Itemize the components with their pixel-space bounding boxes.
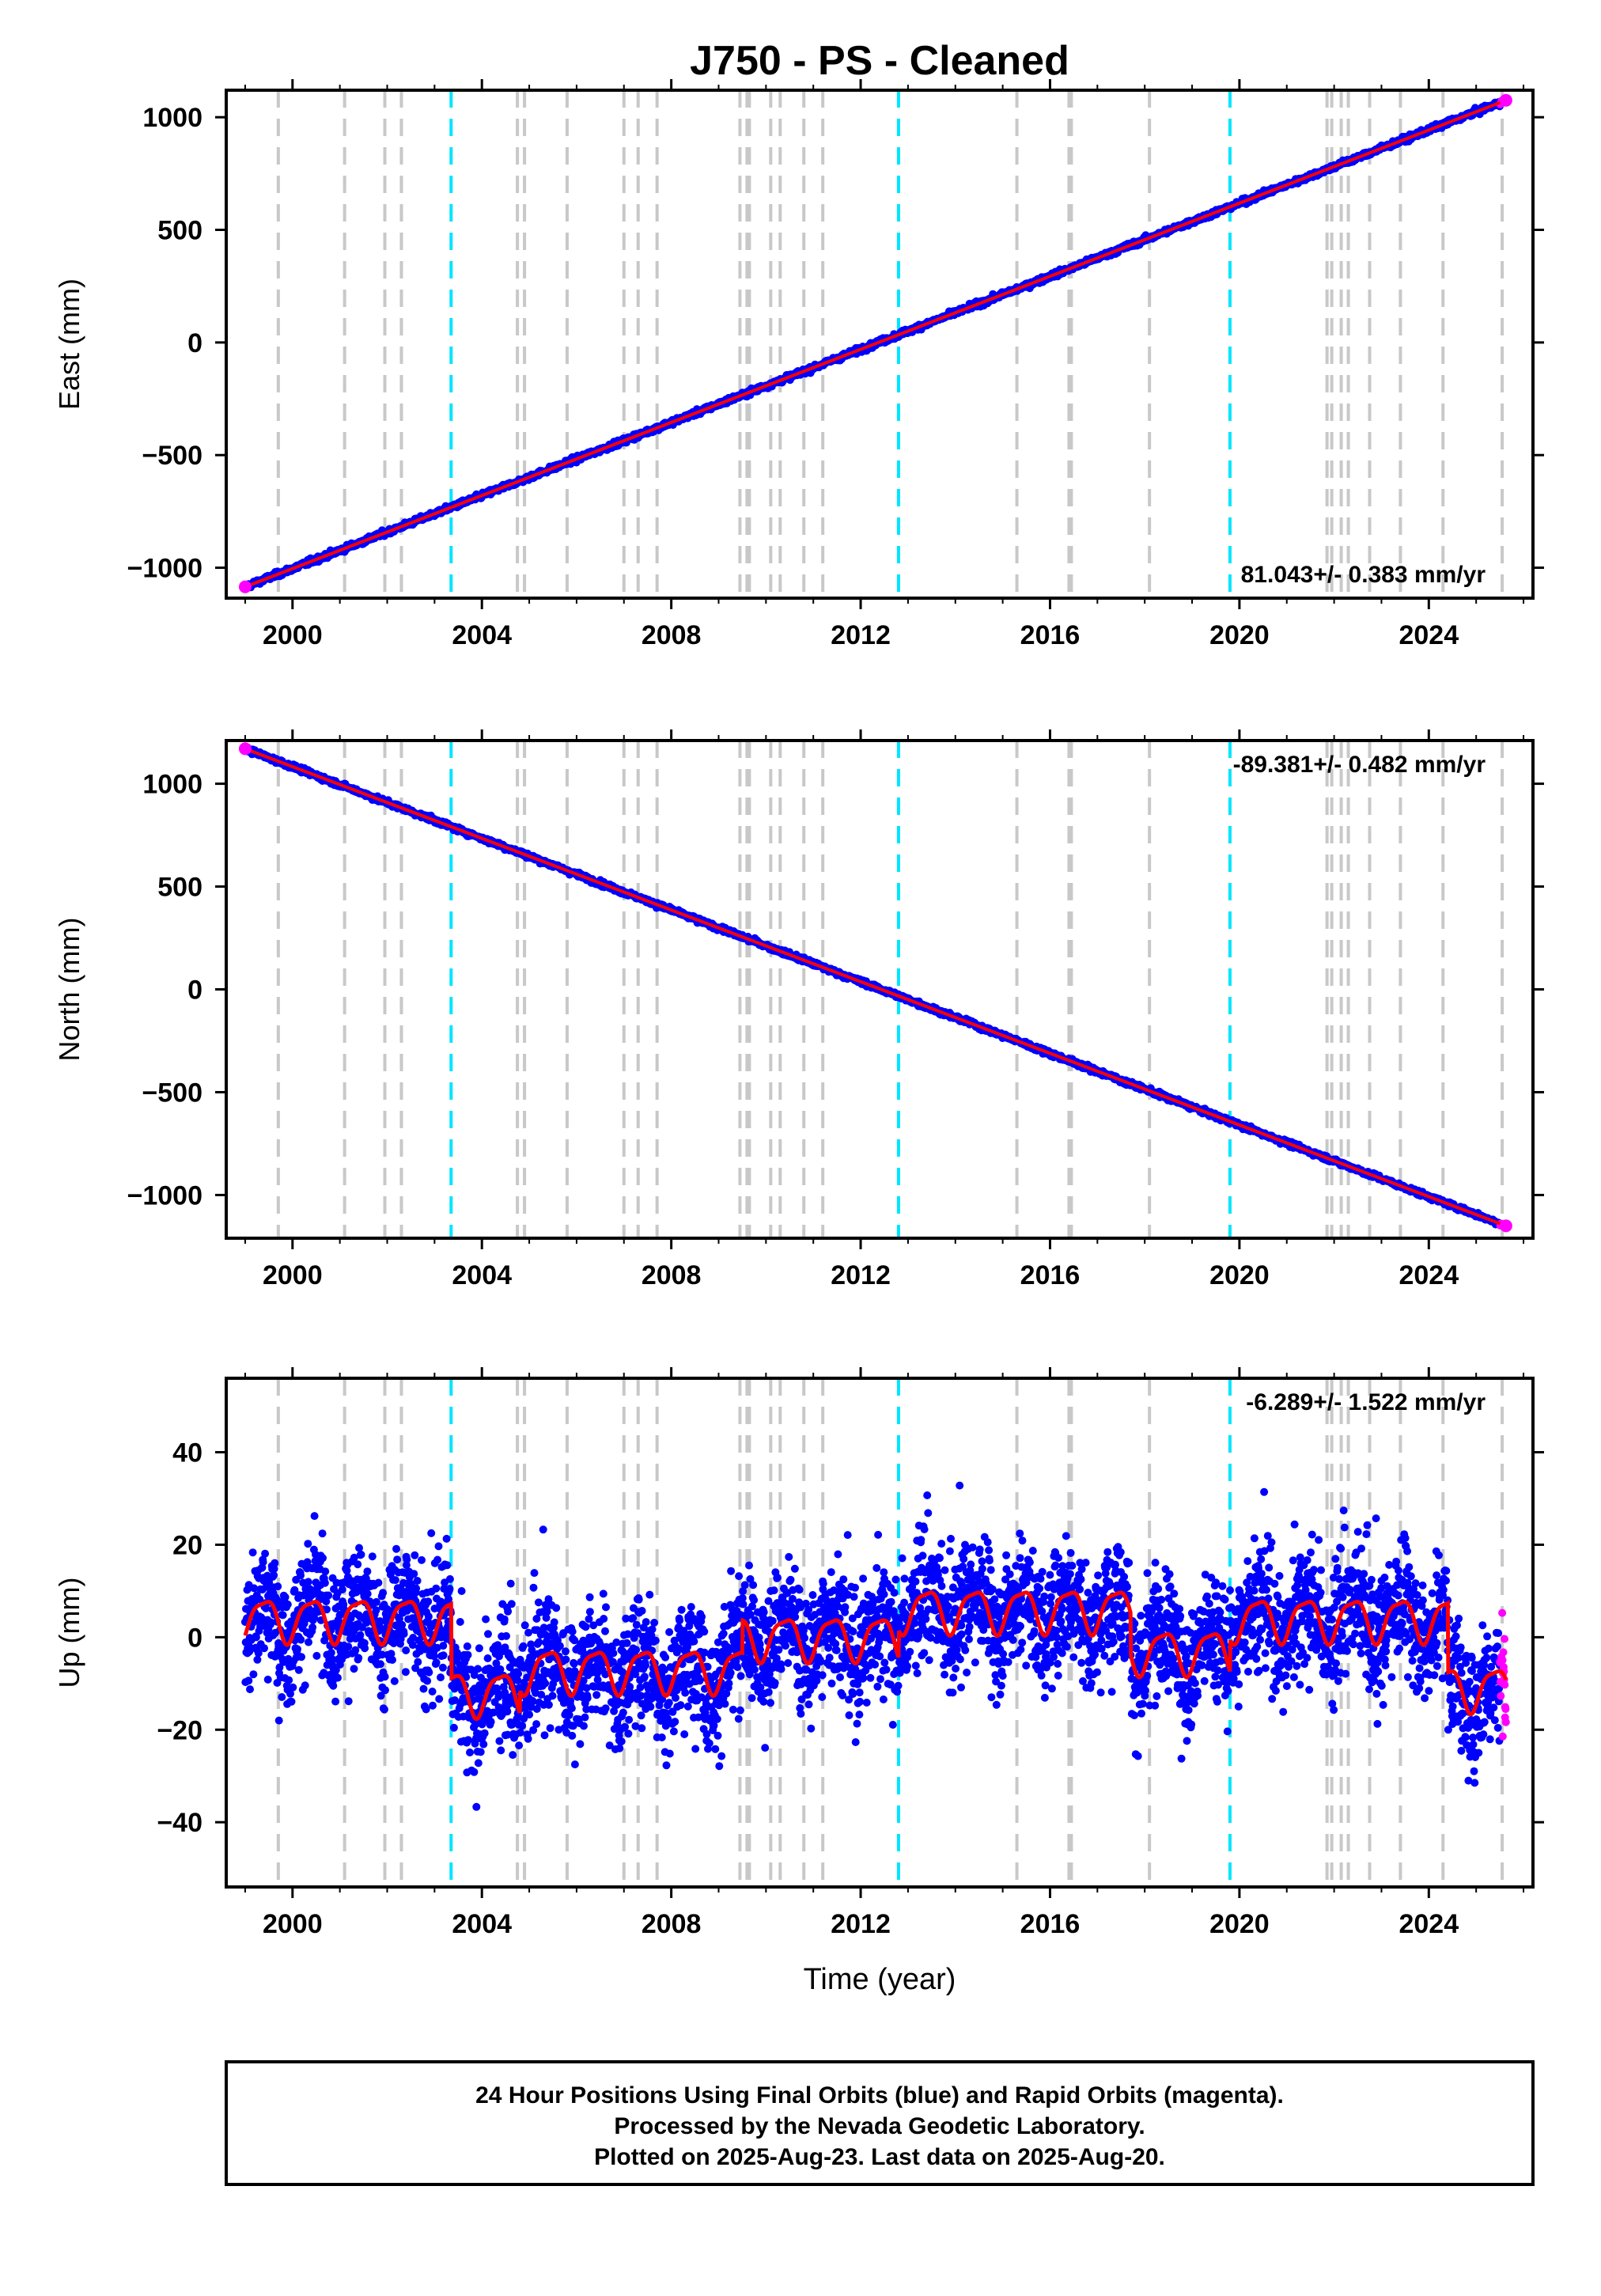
data-point-end: [1499, 93, 1512, 107]
y-tick-label: 0: [187, 328, 202, 358]
y-tick-label: 0: [187, 976, 202, 1006]
east-panel: 2000 2004 2008 2012 2016 2020 2024 1000 500 0 −500…: [53, 79, 1544, 650]
data-point: [281, 1593, 290, 1601]
x-tick-label: 2012: [831, 620, 891, 650]
data-point: [252, 1633, 260, 1642]
data-point: [249, 1670, 258, 1679]
data-point: [297, 1571, 305, 1580]
north-panel: 2000 2004 2008 2012 2016 2020 2024 1000 500 0 −500…: [53, 729, 1544, 1290]
data-point: [308, 1623, 317, 1631]
data-point: [297, 1635, 305, 1644]
y-tick-label: 500: [157, 873, 202, 903]
data-point: [278, 1611, 287, 1620]
x-tick-label: 2004: [452, 620, 512, 650]
data-point: [287, 1697, 296, 1706]
data-point: [250, 1584, 259, 1593]
chart-title: J750 - PS - Cleaned: [690, 38, 1069, 84]
data-point: [271, 1559, 279, 1567]
y-axis-label: North (mm): [53, 918, 85, 1062]
velocity-label: 81.043+/- 0.383 mm/yr: [1241, 562, 1486, 588]
data-point: [267, 1618, 275, 1627]
data-point: [270, 1564, 278, 1573]
y-tick-label: 1000: [142, 103, 202, 133]
up-panel: 2000 2004 2008 2012 2016 2020 202440200−20−40U…: [53, 1367, 1544, 1939]
data-point: [285, 1676, 293, 1684]
data-point: [290, 1586, 299, 1594]
y-tick-label: −1000: [127, 554, 203, 584]
data-point-start: [238, 580, 252, 593]
x-tick-label: 2000: [263, 620, 323, 650]
y-tick-label: 500: [157, 216, 202, 246]
x-tick-label: 2004: [452, 1260, 512, 1290]
data-point: [297, 1653, 305, 1661]
model-trend-line: [244, 747, 1507, 1228]
data-point: [274, 1716, 283, 1725]
data-point-end: [1499, 1219, 1512, 1233]
panel-frame: [225, 89, 1535, 600]
y-tick-label: 1000: [142, 770, 202, 800]
data-point: [245, 1647, 254, 1656]
model-trend-line: [244, 98, 1507, 589]
y-tick-label: −500: [142, 1078, 202, 1108]
x-tick-label: 2024: [1399, 620, 1459, 650]
x-tick-label: 2016: [1020, 620, 1081, 650]
data-point: [283, 1600, 292, 1608]
data-point: [260, 1644, 268, 1653]
data-point-start: [238, 742, 252, 756]
y-axis-label: East (mm): [53, 278, 85, 410]
data-point: [293, 1645, 301, 1654]
data-point: [304, 1578, 312, 1586]
plot-area: [238, 90, 1512, 598]
data-point: [274, 1582, 282, 1591]
data-point: [261, 1549, 270, 1558]
y-tick-label: −1000: [127, 1180, 203, 1211]
x-tick-label: 2008: [642, 1260, 702, 1290]
x-tick-label: 2020: [1209, 1260, 1270, 1290]
x-tick-label: 2020: [1209, 620, 1270, 650]
data-point: [289, 1683, 297, 1692]
data-point: [254, 1649, 263, 1658]
plot-area: [240, 1378, 1510, 1887]
data-point: [259, 1558, 267, 1567]
data-point: [253, 1655, 262, 1664]
data-point: [278, 1693, 286, 1701]
x-tick-label: 2008: [642, 620, 702, 650]
data-point: [246, 1685, 254, 1694]
x-tick-label: 2016: [1020, 1260, 1081, 1290]
data-point: [286, 1689, 294, 1698]
x-tick-label: 2000: [263, 1260, 323, 1290]
y-tick-label: −500: [142, 441, 202, 471]
data-point: [301, 1681, 309, 1690]
data-point: [270, 1571, 278, 1579]
x-tick-label: 2012: [831, 1260, 891, 1290]
x-tick-label: 2024: [1399, 1260, 1459, 1290]
data-point: [310, 1512, 319, 1521]
data-point: [303, 1558, 312, 1567]
data-points: [240, 1481, 1510, 1811]
data-point: [263, 1675, 272, 1684]
plot-area: [238, 741, 1512, 1238]
data-point: [310, 1613, 319, 1622]
data-point: [305, 1638, 312, 1646]
data-point: [248, 1548, 257, 1557]
data-point: [244, 1677, 253, 1685]
data-point: [304, 1540, 312, 1548]
velocity-label: -89.381+/- 0.482 mm/yr: [1233, 752, 1486, 778]
data-point: [294, 1665, 303, 1674]
